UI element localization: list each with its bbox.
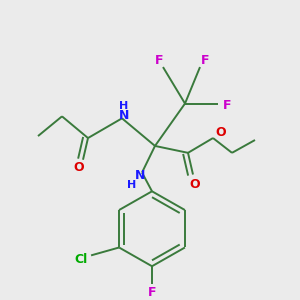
Text: O: O [216,126,226,139]
Text: F: F [148,286,156,299]
Text: F: F [201,54,209,67]
Text: H: H [128,180,136,190]
Text: O: O [74,161,84,174]
Text: F: F [223,99,231,112]
Text: Cl: Cl [74,253,88,266]
Text: N: N [135,169,145,182]
Text: F: F [155,54,163,67]
Text: N: N [119,109,129,122]
Text: O: O [190,178,200,191]
Text: H: H [119,100,129,110]
